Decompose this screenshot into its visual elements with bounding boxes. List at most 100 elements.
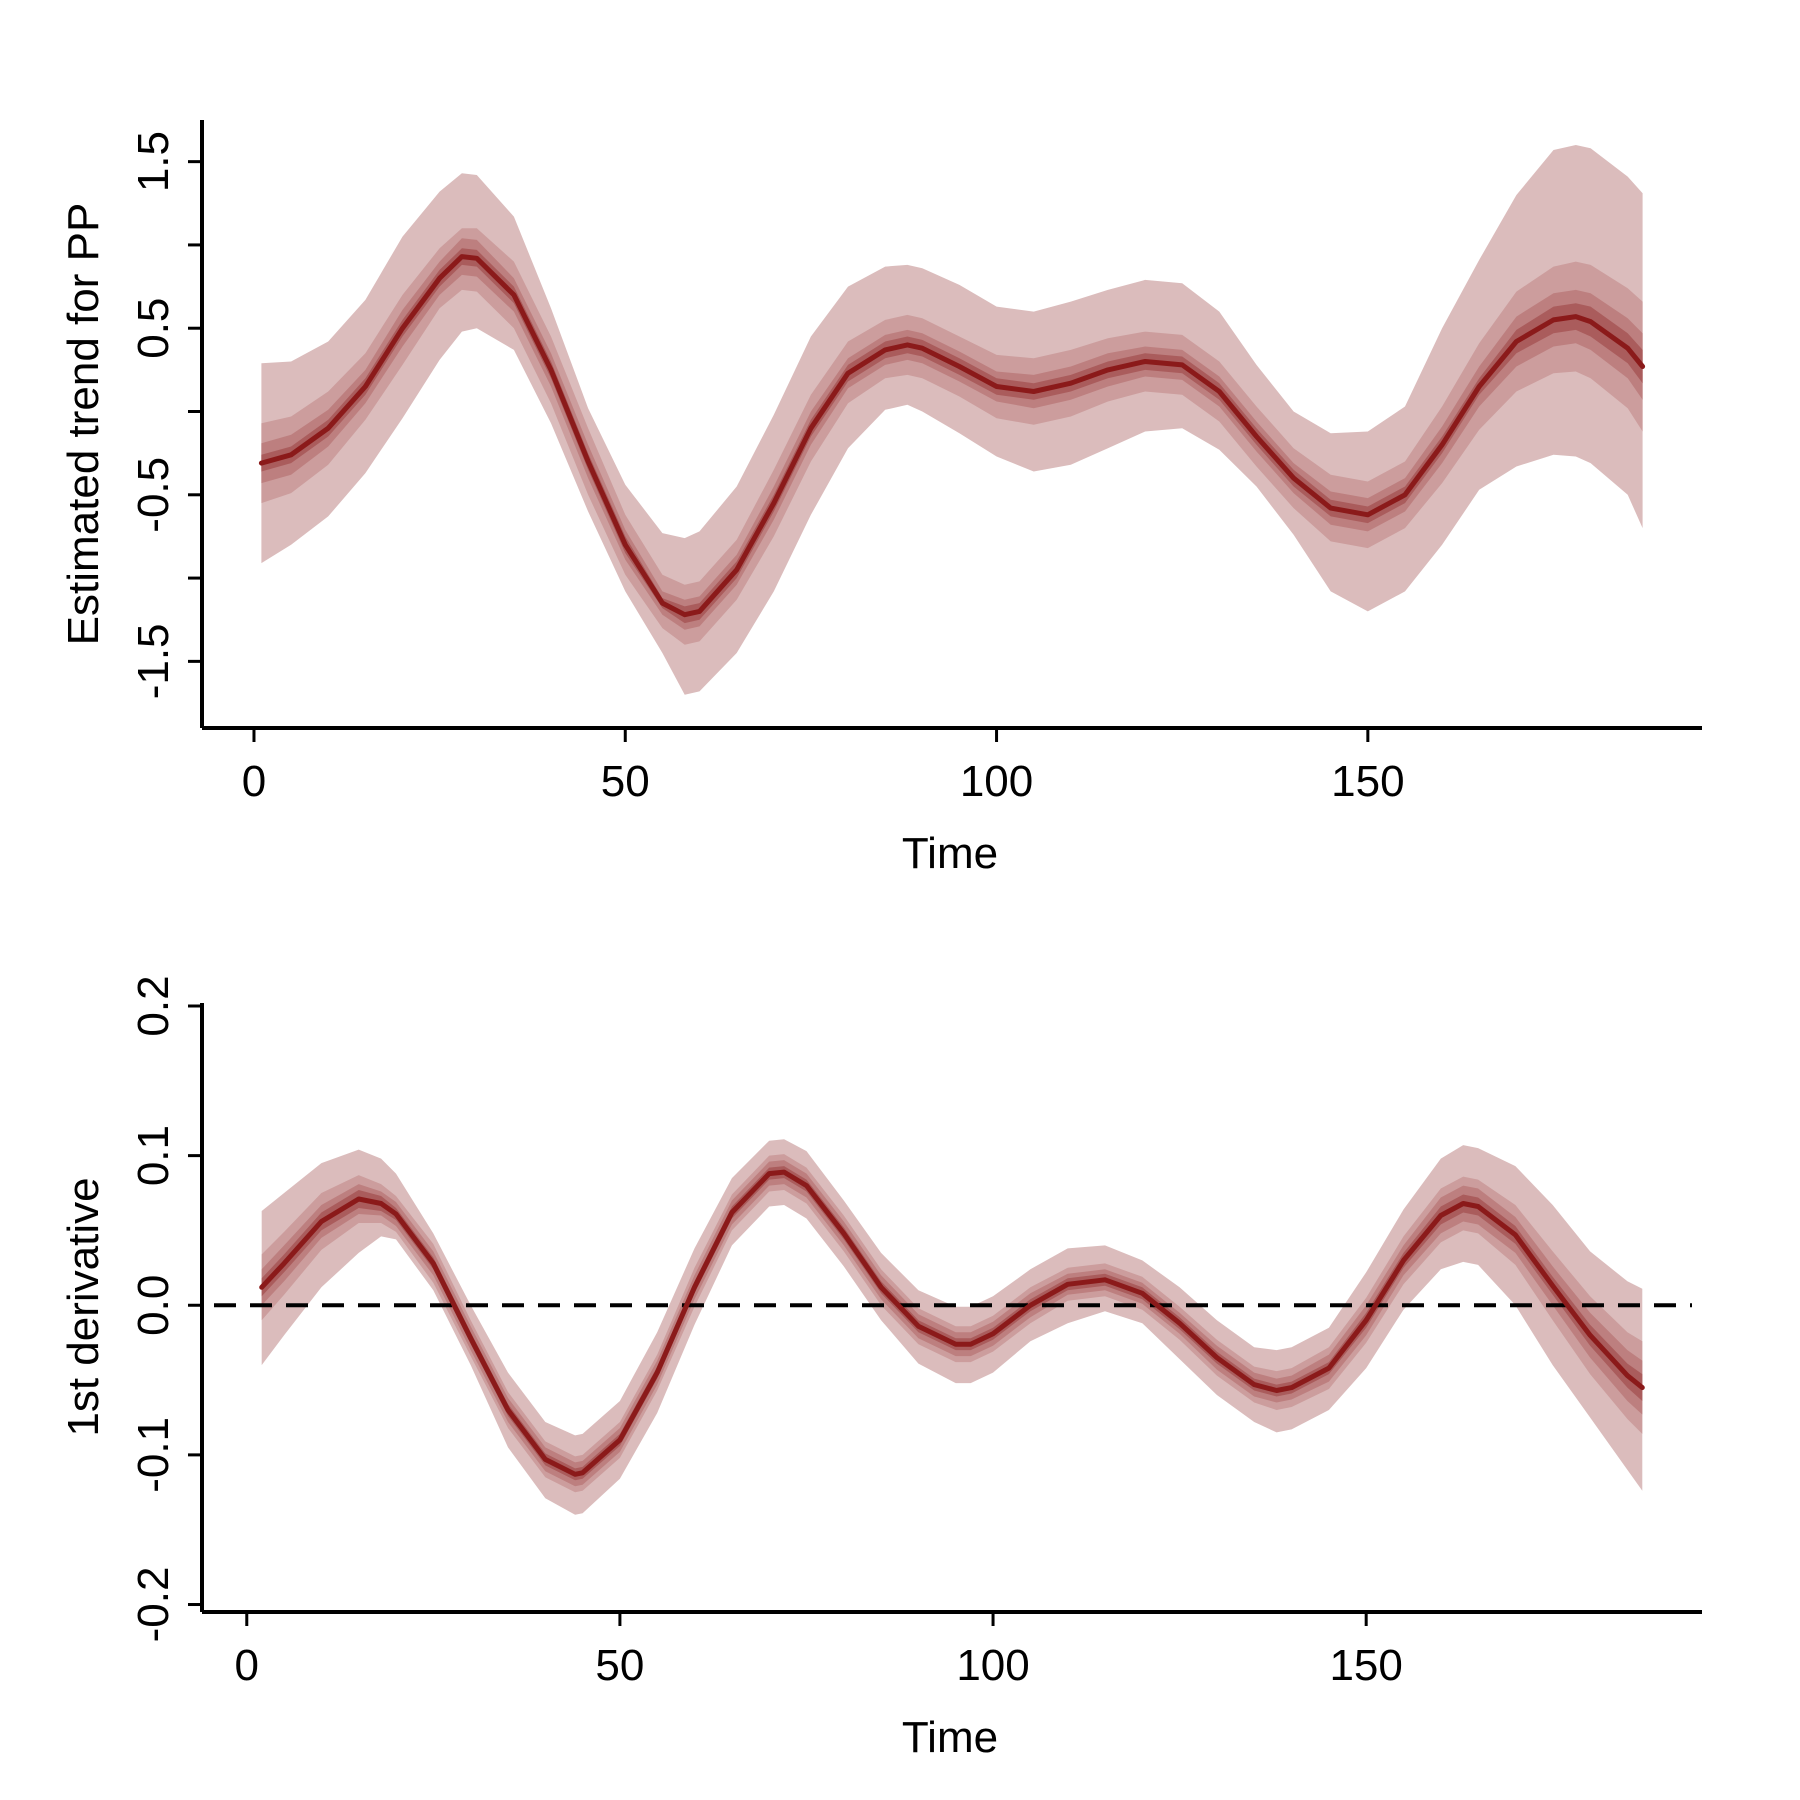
trend-data-point <box>1105 367 1110 372</box>
derivative-data-point <box>1214 1355 1219 1360</box>
derivative-x-tick-label: 150 <box>1329 1641 1402 1690</box>
derivative-data-point <box>506 1408 510 1412</box>
derivative-y-tick-label: 0.2 <box>129 975 178 1036</box>
derivative-data-point <box>1513 1232 1518 1237</box>
trend-data-point <box>289 452 294 457</box>
trend-data-point <box>905 342 910 347</box>
trend-data-point <box>1254 434 1259 439</box>
derivative-data-point <box>916 1324 921 1329</box>
trend-data-point <box>808 426 813 431</box>
derivative-y-tick-label: -0.2 <box>129 1567 178 1643</box>
derivative-data-point <box>841 1231 846 1236</box>
derivative-data-point <box>1625 1373 1630 1378</box>
derivative-data-point <box>1588 1333 1593 1338</box>
derivative-x-tick-label: 0 <box>235 1641 259 1690</box>
trend-data-point <box>1440 442 1445 447</box>
derivative-data-point <box>259 1285 264 1290</box>
derivative-x-tick-label: 50 <box>595 1641 644 1690</box>
trend-x-tick-label: 50 <box>601 757 650 806</box>
trend-band-outer <box>261 145 1643 695</box>
derivative-data-point <box>1289 1385 1294 1390</box>
trend-data-point <box>363 384 368 389</box>
derivative-data-point <box>1028 1303 1033 1308</box>
derivative-data-point <box>1140 1291 1145 1296</box>
trend-y-ticks: -1.5 -0.5 0.5 1.5 <box>129 131 202 699</box>
trend-x-ticks: 0 50 100 150 <box>242 728 1405 806</box>
derivative-data-point <box>468 1336 473 1341</box>
derivative-data-point <box>319 1219 324 1224</box>
trend-data-point <box>660 601 665 606</box>
derivative-data-point <box>431 1261 436 1266</box>
trend-lines <box>258 254 1646 618</box>
trend-data-point <box>957 364 962 369</box>
derivative-data-point <box>692 1285 697 1290</box>
trend-data-point <box>697 609 702 614</box>
trend-data-point <box>883 347 888 352</box>
derivative-data-point <box>1476 1204 1481 1209</box>
trend-data-point <box>474 256 479 261</box>
derivative-y-axis-title: 1st derivative <box>59 1177 108 1436</box>
derivative-data-point <box>1252 1382 1257 1387</box>
trend-data-point <box>1640 364 1645 369</box>
derivative-y-tick-label: -0.1 <box>129 1417 178 1493</box>
trend-data-point <box>1180 362 1185 367</box>
trend-y-tick-label: 1.5 <box>129 131 178 192</box>
trend-data-point <box>549 367 553 372</box>
derivative-x-ticks: 0 50 100 150 <box>235 1612 1403 1690</box>
trend-x-tick-label: 100 <box>960 757 1033 806</box>
derivative-data-point <box>580 1470 585 1475</box>
trend-data-point <box>994 384 999 389</box>
derivative-data-point <box>1177 1321 1182 1326</box>
trend-data-point <box>846 371 850 376</box>
derivative-data-point <box>1640 1385 1645 1390</box>
derivative-data-point <box>1364 1318 1369 1323</box>
derivative-data-point <box>394 1212 398 1216</box>
derivative-data-point <box>543 1457 548 1462</box>
trend-data-point <box>400 326 405 331</box>
trend-x-axis-title: Time <box>902 829 998 878</box>
derivative-data-point <box>1103 1277 1107 1282</box>
trend-y-tick-label: -0.5 <box>129 457 178 533</box>
trend-data-point <box>1588 319 1593 324</box>
derivative-data-point <box>782 1170 787 1175</box>
derivative-data-point <box>879 1285 884 1290</box>
trend-data-point <box>1291 476 1296 481</box>
trend-data-point <box>623 542 628 547</box>
trend-data-point <box>511 292 516 297</box>
derivative-data-point <box>968 1342 973 1347</box>
trend-panel: 0 50 100 150 -1.5 -0.5 0.5 1.5 Time Estimated … <box>59 120 1702 878</box>
trend-data-point <box>459 254 464 259</box>
derivative-credible-bands <box>261 1139 1643 1515</box>
trend-data-point <box>1365 512 1370 517</box>
trend-data-point <box>1031 389 1036 394</box>
trend-credible-bands <box>261 145 1643 695</box>
trend-y-tick-label: -1.5 <box>129 623 178 699</box>
trend-data-point <box>1573 314 1578 319</box>
derivative-data-point <box>655 1370 660 1375</box>
derivative-data-point <box>356 1197 361 1201</box>
trend-y-tick-label: 0.5 <box>129 298 178 359</box>
derivative-y-tick-label: 0.1 <box>129 1125 178 1186</box>
trend-data-point <box>1514 339 1519 344</box>
derivative-data-point <box>1065 1282 1070 1287</box>
trend-data-point <box>1143 359 1148 364</box>
derivative-x-axis-title: Time <box>902 1713 998 1762</box>
derivative-data-point <box>804 1183 809 1188</box>
derivative-data-point <box>617 1437 622 1442</box>
trend-data-point <box>1328 506 1333 511</box>
derivative-data-point <box>573 1472 578 1477</box>
derivative-data-point <box>1438 1213 1443 1218</box>
trend-data-point <box>682 612 687 617</box>
trend-data-point <box>586 459 591 464</box>
trend-data-point <box>1217 389 1222 394</box>
derivative-data-point <box>991 1331 995 1336</box>
derivative-data-point <box>767 1171 772 1176</box>
trend-x-tick-label: 150 <box>1331 757 1404 806</box>
derivative-x-tick-label: 100 <box>956 1641 1029 1690</box>
derivative-data-point <box>1401 1258 1406 1263</box>
derivative-panel: 0 50 100 150 -0.2 -0.1 0.0 0.1 0.2 Time 1st der… <box>59 975 1702 1762</box>
trend-x-tick-label: 0 <box>242 757 266 806</box>
trend-y-axis-title: Estimated trend for PP <box>59 203 108 646</box>
derivative-data-point <box>729 1210 734 1215</box>
